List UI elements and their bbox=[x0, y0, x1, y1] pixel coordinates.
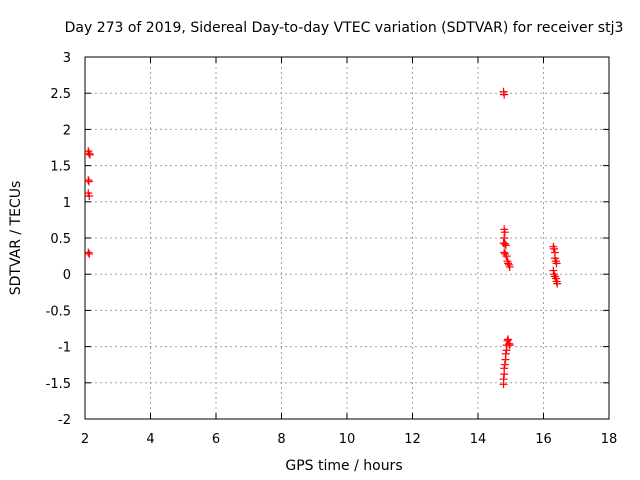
axis-ticks: 2 4 6 8 10 12 14 16 18 -2 -1.5 -1 -0.5 0 0.5 1 1.5 2 2.5 3 bbox=[46, 51, 618, 447]
y-tick-label: -1 bbox=[58, 341, 71, 356]
y-tick-label: 2.5 bbox=[50, 87, 71, 102]
data-point bbox=[500, 90, 509, 99]
x-tick-label: 8 bbox=[277, 432, 285, 447]
x-tick-label: 14 bbox=[470, 432, 487, 447]
y-tick-label: 3 bbox=[63, 51, 71, 66]
y-axis-label: SDTVAR / TECUs bbox=[8, 181, 24, 296]
chart-title: Day 273 of 2019, Sidereal Day-to-day VTE… bbox=[65, 20, 624, 36]
data-point bbox=[505, 341, 514, 350]
data-point bbox=[505, 260, 514, 269]
data-point bbox=[85, 150, 94, 159]
x-tick-label: 6 bbox=[212, 432, 220, 447]
data-point bbox=[500, 239, 509, 248]
x-tick-label: 2 bbox=[81, 432, 89, 447]
y-tick-label: 0.5 bbox=[50, 232, 71, 247]
x-tick-label: 16 bbox=[535, 432, 552, 447]
y-tick-label: -2 bbox=[58, 413, 71, 428]
data-point bbox=[499, 375, 508, 384]
y-tick-label: 0 bbox=[63, 268, 71, 283]
data-point bbox=[84, 176, 93, 185]
data-point bbox=[501, 241, 510, 250]
x-axis-label: GPS time / hours bbox=[285, 458, 402, 474]
data-point bbox=[549, 266, 558, 275]
data-point bbox=[85, 249, 94, 258]
y-tick-label: -1.5 bbox=[46, 377, 71, 392]
data-point bbox=[504, 259, 513, 268]
data-point bbox=[504, 335, 513, 344]
grid-lines bbox=[85, 57, 609, 419]
y-tick-label: 1 bbox=[63, 196, 71, 211]
x-tick-label: 4 bbox=[146, 432, 154, 447]
data-point bbox=[550, 272, 559, 281]
data-point bbox=[505, 339, 514, 348]
x-tick-label: 12 bbox=[404, 432, 421, 447]
data-point bbox=[84, 149, 93, 158]
data-point bbox=[84, 177, 93, 186]
y-tick-label: -0.5 bbox=[46, 304, 71, 319]
data-point bbox=[552, 259, 561, 268]
data-point bbox=[549, 244, 558, 253]
data-point bbox=[501, 249, 510, 258]
y-tick-label: 2 bbox=[63, 123, 71, 138]
data-point bbox=[549, 242, 558, 251]
data-point bbox=[85, 192, 94, 201]
data-point bbox=[501, 349, 510, 358]
data-point bbox=[505, 262, 514, 271]
data-point bbox=[500, 360, 509, 369]
y-tick-label: 1.5 bbox=[50, 160, 71, 175]
data-point bbox=[500, 364, 509, 373]
x-tick-label: 10 bbox=[339, 432, 356, 447]
data-point bbox=[500, 234, 509, 242]
data-point bbox=[553, 279, 562, 288]
data-point bbox=[500, 228, 509, 237]
data-point bbox=[502, 252, 511, 261]
data-points bbox=[84, 87, 562, 389]
data-point bbox=[549, 270, 558, 279]
x-tick-label: 18 bbox=[601, 432, 618, 447]
data-point bbox=[84, 248, 93, 257]
